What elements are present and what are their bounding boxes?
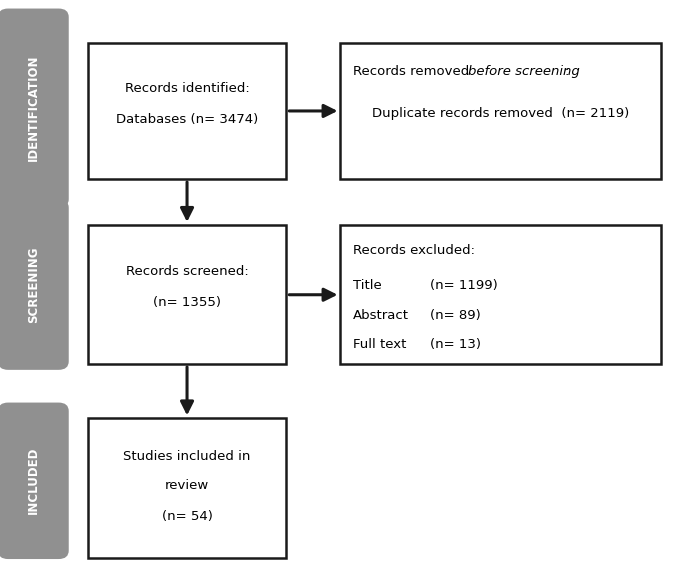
Text: (n= 54): (n= 54) xyxy=(162,510,212,523)
Text: Records excluded:: Records excluded: xyxy=(353,244,474,257)
Text: INCLUDED: INCLUDED xyxy=(27,447,40,514)
Text: (n= 1355): (n= 1355) xyxy=(153,296,221,310)
Text: IDENTIFICATION: IDENTIFICATION xyxy=(27,55,40,162)
Bar xyxy=(88,418,286,558)
Text: Records identified:: Records identified: xyxy=(125,82,249,94)
Text: (n= 89): (n= 89) xyxy=(430,309,481,321)
FancyBboxPatch shape xyxy=(0,403,69,559)
Text: Abstract: Abstract xyxy=(353,309,408,321)
Text: review: review xyxy=(165,479,209,492)
Text: SCREENING: SCREENING xyxy=(27,246,40,323)
Text: before screening: before screening xyxy=(468,65,580,77)
Text: :: : xyxy=(564,65,568,77)
Bar xyxy=(88,225,286,364)
Bar xyxy=(340,225,661,364)
Text: (n= 1199): (n= 1199) xyxy=(430,279,498,292)
Text: Records removed: Records removed xyxy=(353,65,473,77)
Text: (n= 13): (n= 13) xyxy=(430,339,481,351)
Text: Studies included in: Studies included in xyxy=(123,450,251,463)
Bar xyxy=(340,43,661,179)
FancyBboxPatch shape xyxy=(0,9,69,208)
Text: Records screened:: Records screened: xyxy=(125,265,249,278)
Bar xyxy=(88,43,286,179)
Text: Full text: Full text xyxy=(353,339,406,351)
Text: Databases (n= 3474): Databases (n= 3474) xyxy=(116,113,258,126)
Text: Title: Title xyxy=(353,279,381,292)
FancyBboxPatch shape xyxy=(0,199,69,370)
Text: Duplicate records removed  (n= 2119): Duplicate records removed (n= 2119) xyxy=(372,108,629,120)
